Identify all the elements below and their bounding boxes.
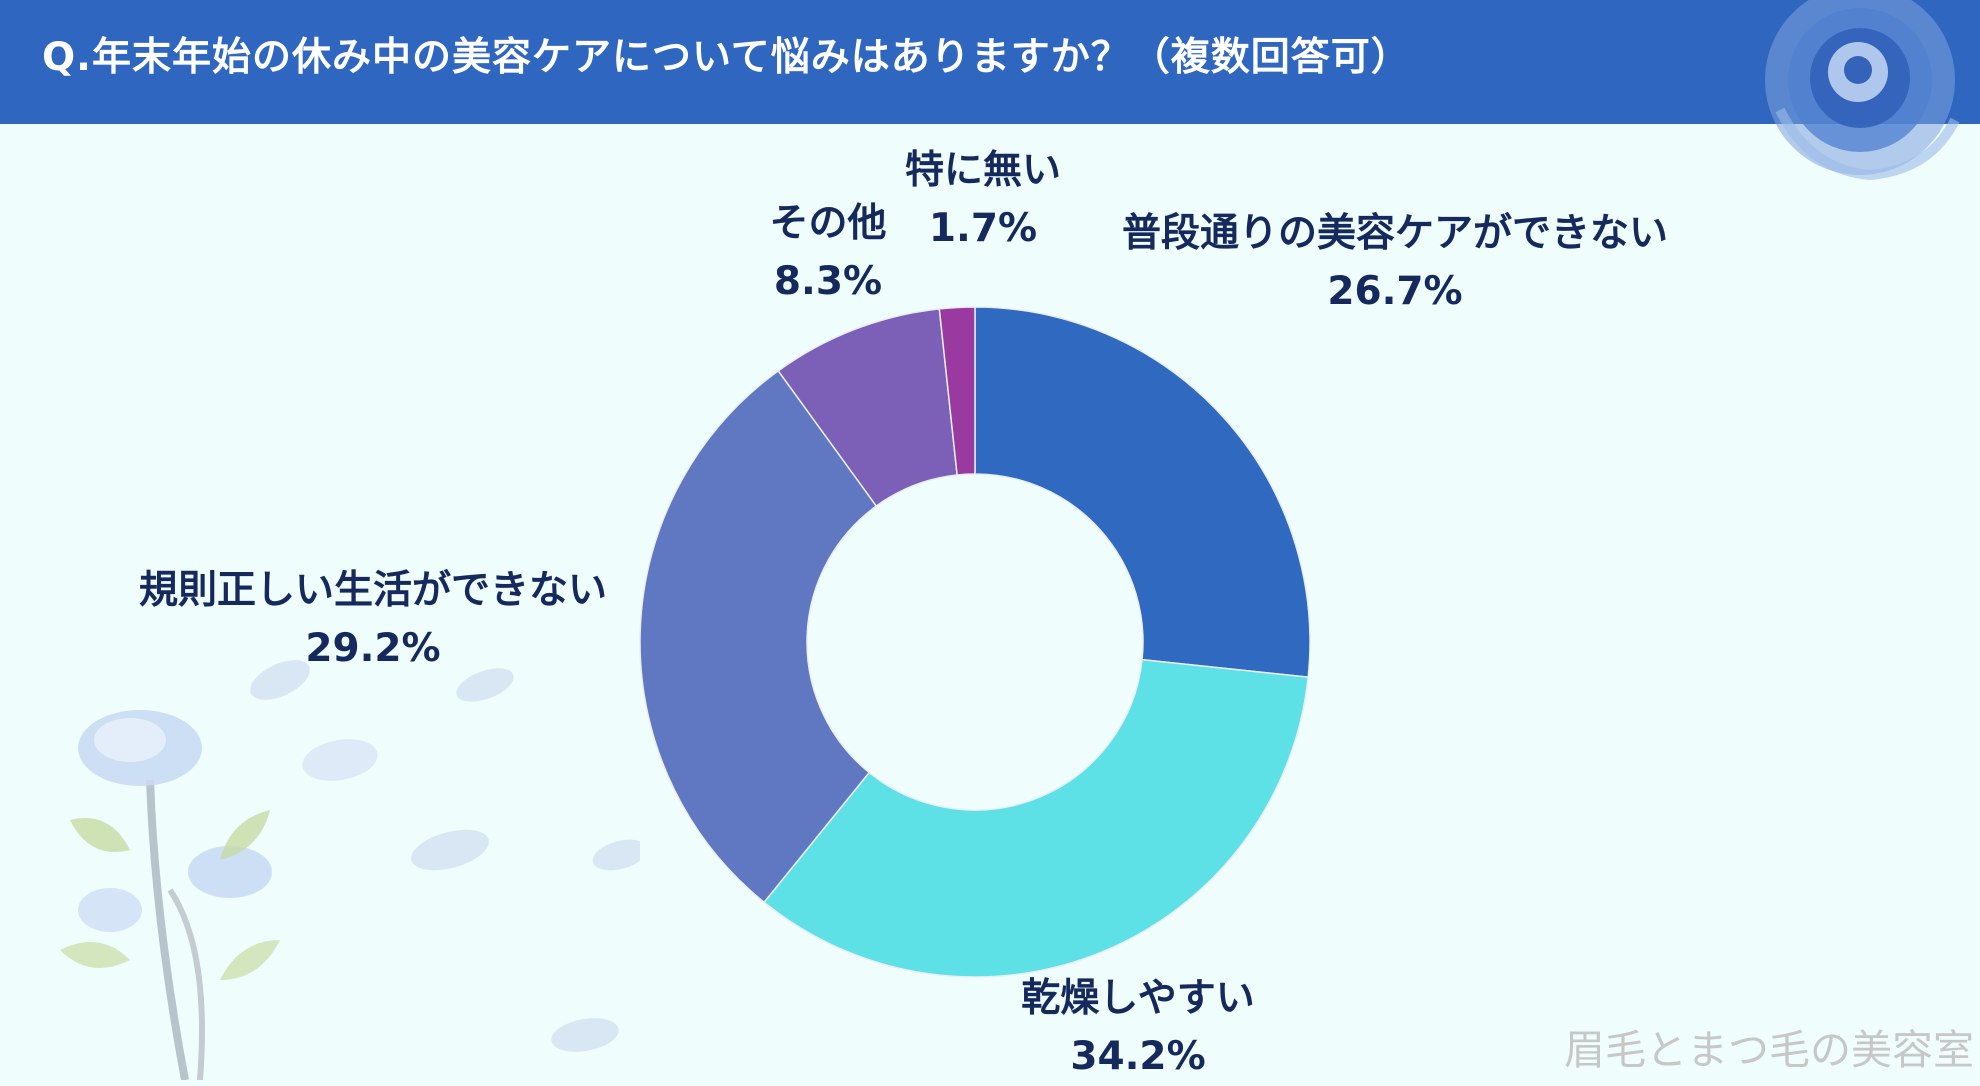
donut-slice-1 <box>763 658 1309 978</box>
donut-slice-2 <box>639 369 878 904</box>
slice-label-text: 普段通りの美容ケアができない <box>1121 211 1669 256</box>
slice-label-text: 規則正しい生活ができない <box>138 568 608 613</box>
slice-label-value: 26.7% <box>1327 269 1463 314</box>
slice-label-text: その他 <box>769 201 887 246</box>
rose-decoration-icon <box>1765 0 1960 181</box>
petals-decoration-icon <box>250 660 640 1052</box>
slice-label-other: その他 8.3% <box>769 195 886 311</box>
header-bar: Q.年末年始の休み中の美容ケアについて悩みはありますか？（複数回答可） <box>0 0 1980 124</box>
slice-label-lifestyle: 規則正しい生活ができない 29.2% <box>139 562 607 678</box>
donut-slice-4 <box>938 306 976 476</box>
slice-label-skincare: 普段通りの美容ケアができない 26.7% <box>1122 205 1668 321</box>
donut-slice-0 <box>974 306 1311 678</box>
flower-decoration-icon <box>60 710 280 1080</box>
slice-label-text: 特に無い <box>904 148 1062 193</box>
slice-label-none: 特に無い 1.7% <box>905 142 1061 258</box>
slice-label-value: 34.2% <box>1070 1034 1206 1079</box>
slice-label-value: 1.7% <box>928 206 1038 251</box>
slice-label-dryness: 乾燥しやすい 34.2% <box>1021 970 1255 1086</box>
chart-title: Q.年末年始の休み中の美容ケアについて悩みはありますか？（複数回答可） <box>42 35 1411 80</box>
slice-label-value: 29.2% <box>305 626 441 671</box>
slice-label-text: 乾燥しやすい <box>1021 976 1255 1021</box>
watermark: 眉毛とまつ毛の美容室 <box>1564 1026 1974 1074</box>
slice-label-value: 8.3% <box>773 259 883 304</box>
